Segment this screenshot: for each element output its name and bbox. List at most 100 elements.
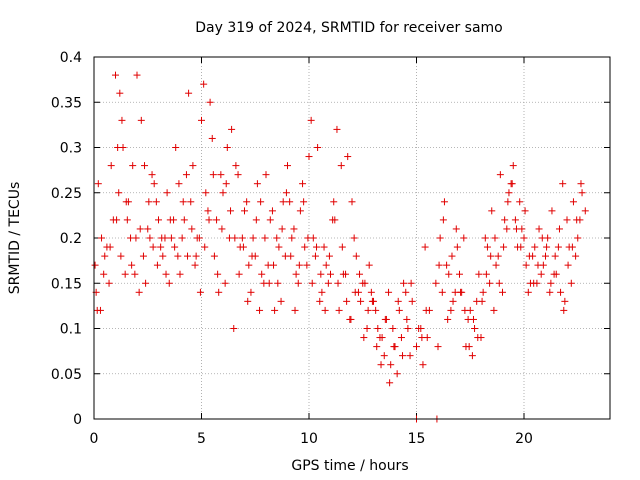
data-point [554, 243, 562, 251]
data-point [413, 343, 420, 351]
data-point [516, 198, 524, 206]
data-point [440, 198, 448, 206]
data-point [107, 162, 115, 170]
data-point [438, 288, 446, 296]
data-point [400, 279, 408, 287]
data-point [492, 261, 500, 269]
data-point [543, 243, 551, 251]
x-axis-title: GPS time / hours [291, 458, 408, 474]
data-point [290, 225, 298, 233]
data-point [139, 252, 147, 260]
chart-title: Day 319 of 2024, SRMTID for receiver sam… [195, 20, 503, 36]
y-axis-title: SRMTID / TECUs [7, 182, 23, 295]
data-point [116, 89, 124, 97]
data-point [408, 297, 416, 305]
data-point [239, 243, 247, 251]
data-point [422, 306, 430, 314]
data-point [141, 162, 149, 170]
data-point [399, 352, 407, 360]
data-point [113, 216, 121, 224]
data-points [91, 71, 589, 423]
data-point [155, 216, 162, 224]
data-point [163, 189, 171, 197]
data-point [271, 306, 279, 314]
data-point [488, 207, 496, 215]
data-point [434, 343, 442, 351]
data-point [149, 243, 157, 251]
data-point [443, 261, 451, 269]
data-point [206, 98, 214, 106]
data-point [508, 180, 516, 188]
data-point [361, 279, 369, 287]
data-point [537, 270, 545, 278]
data-point [380, 352, 388, 360]
data-point [407, 279, 415, 287]
data-point [468, 352, 476, 360]
data-point [192, 252, 200, 260]
data-point [258, 270, 266, 278]
data-point [299, 180, 307, 188]
data-point [215, 288, 223, 296]
data-point [344, 153, 352, 161]
data-point [286, 198, 294, 206]
data-point [578, 189, 586, 197]
data-point [474, 334, 482, 342]
data-point [559, 180, 567, 188]
data-point [567, 279, 575, 287]
data-point [351, 288, 359, 296]
data-point [307, 116, 315, 124]
data-point [517, 243, 525, 251]
data-point [456, 270, 463, 278]
data-point [223, 144, 231, 151]
data-point [210, 252, 218, 260]
data-point [115, 189, 123, 197]
data-point [568, 243, 576, 251]
data-point [313, 243, 321, 251]
data-point [581, 207, 589, 215]
data-point [486, 279, 494, 287]
data-point [418, 334, 426, 342]
data-point [334, 279, 342, 287]
data-point [572, 252, 580, 260]
data-point [478, 297, 486, 305]
data-point [374, 325, 382, 332]
data-point [105, 279, 113, 287]
data-point [100, 270, 108, 278]
data-point [436, 234, 444, 242]
data-point [460, 234, 468, 242]
data-point [469, 315, 477, 323]
data-point [501, 216, 509, 224]
data-point [146, 234, 154, 242]
data-point [499, 288, 506, 296]
data-point [187, 198, 195, 206]
data-point [129, 162, 137, 170]
data-point [268, 207, 276, 215]
data-point [118, 116, 126, 124]
y-tick-label: 0.2 [60, 231, 82, 247]
data-point [200, 80, 208, 88]
data-point [505, 189, 513, 197]
x-tick-label: 0 [90, 431, 99, 447]
data-point [204, 207, 212, 215]
data-point [363, 325, 371, 332]
y-tick-label: 0.1 [60, 322, 82, 338]
data-point [322, 261, 330, 269]
data-point [338, 243, 346, 251]
data-point [465, 343, 473, 351]
data-point [180, 216, 188, 224]
data-point [531, 243, 539, 251]
data-point [521, 207, 529, 215]
data-point [421, 243, 429, 251]
data-point [520, 234, 528, 242]
data-point [98, 234, 106, 242]
data-point [245, 261, 253, 269]
data-point [238, 234, 246, 242]
data-point [196, 288, 204, 296]
data-point [577, 180, 585, 188]
data-point [162, 270, 170, 278]
data-point [555, 225, 563, 233]
data-point [490, 306, 498, 314]
plot-frame [93, 56, 611, 420]
data-point [419, 361, 427, 369]
data-point [232, 162, 240, 170]
